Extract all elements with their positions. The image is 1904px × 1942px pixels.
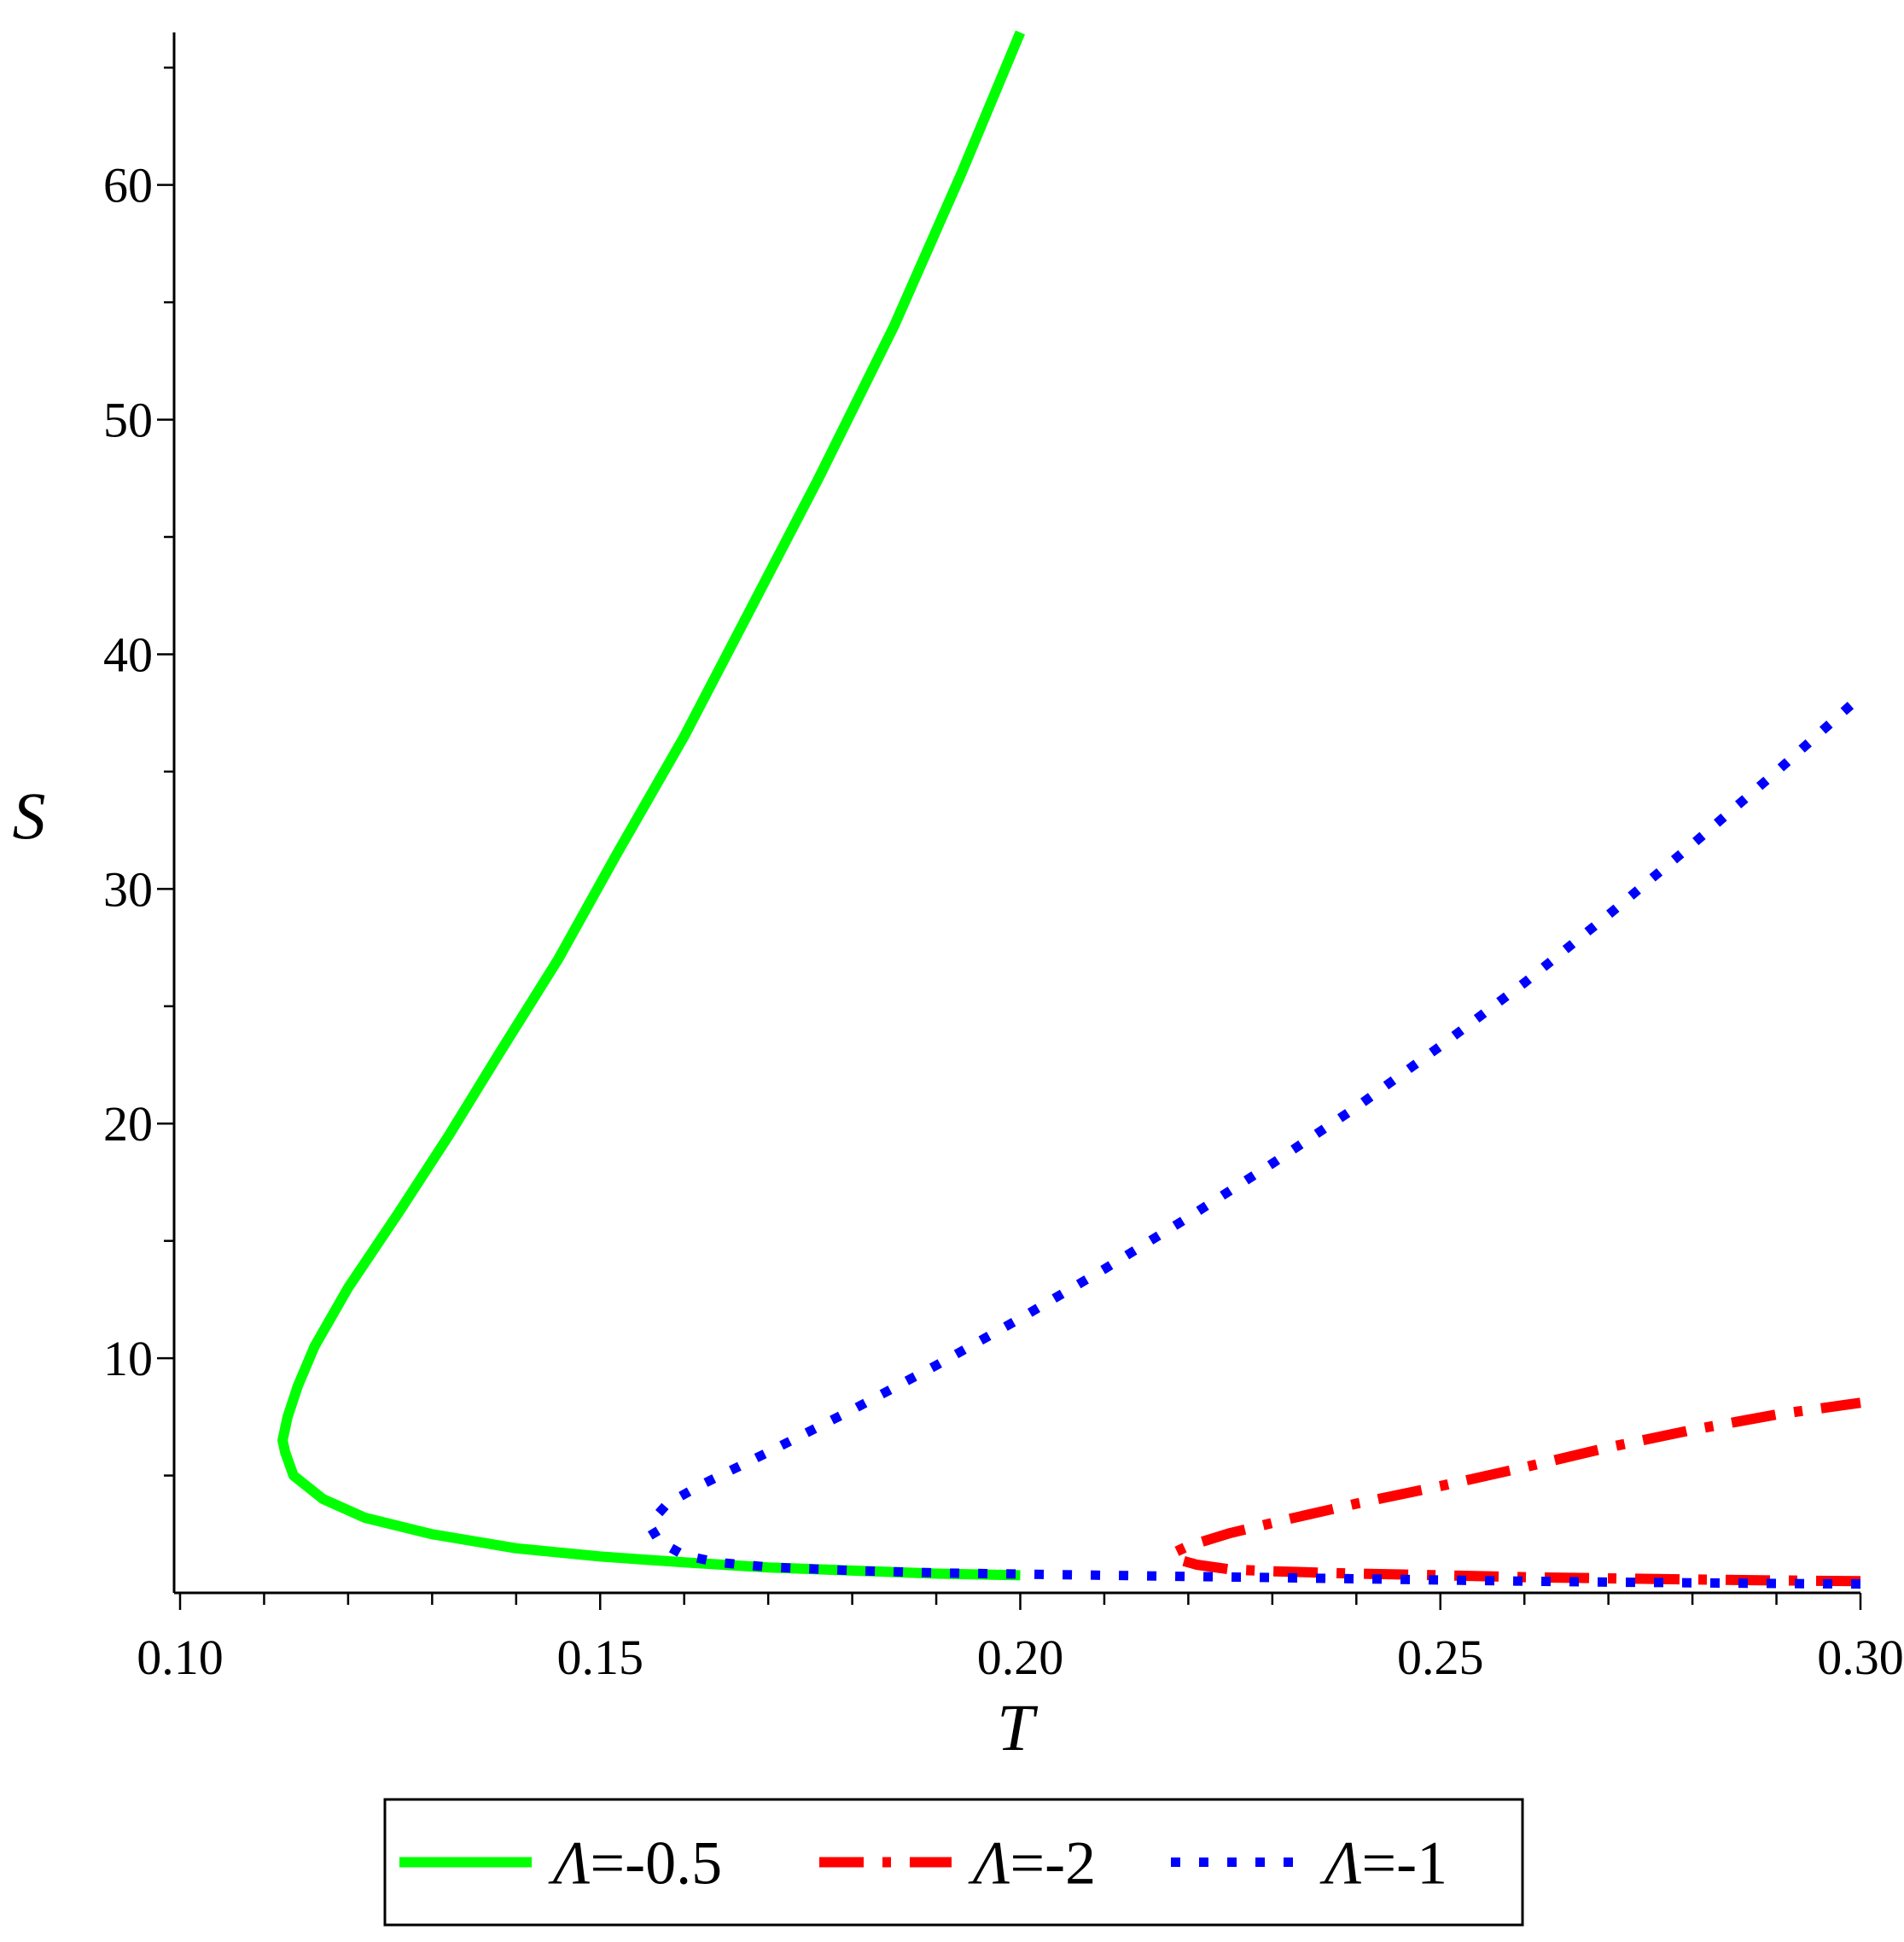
legend-value: =-0.5 [591,1829,723,1898]
legend-symbol: Λ [1319,1829,1362,1898]
x-tick-label: 0.30 [1817,1630,1904,1685]
legend-value: =-1 [1362,1829,1448,1898]
x-tick-label: 0.15 [557,1630,644,1685]
legend-symbol: Λ [968,1829,1010,1898]
legend-value: =-2 [1010,1829,1097,1898]
y-tick-label: 60 [103,158,153,213]
x-ticks: 0.10 0.15 0.20 0.25 0.30 [137,1593,1904,1685]
y-tick-label: 20 [103,1096,153,1152]
legend-symbol: Λ [548,1829,591,1898]
axes-layer: 0.10 0.15 0.20 0.25 0.30 10 20 30 40 50 60 [103,32,1904,1685]
legend-item: Λ=-2 [819,1829,1096,1898]
y-axis-title: S [13,779,46,853]
legend-box [383,1798,1524,1927]
legend-item: Λ=-1 [1171,1829,1447,1898]
x-tick-label: 0.25 [1397,1630,1484,1685]
legend: Λ=-0.5 Λ=-2 Λ=-1 [383,1798,1524,1927]
legend-label: Λ=-2 [968,1829,1096,1898]
legend-label: Λ=-1 [1319,1829,1447,1898]
x-tick-label: 0.10 [137,1630,224,1685]
series-line-2 [1167,1397,1861,1587]
legend-item: Λ=-0.5 [399,1829,722,1898]
series-layer [277,30,1864,1589]
x-tick-label: 0.20 [977,1630,1064,1685]
y-tick-label: 30 [103,861,153,917]
y-tick-label: 50 [103,393,153,448]
x-axis-title: T [997,1690,1038,1764]
y-tick-label: 10 [103,1331,153,1386]
y-tick-label: 40 [103,627,153,682]
series-line-1 [277,30,1026,1581]
y-ticks: 10 20 30 40 50 60 [103,66,174,1477]
series-line-3 [645,692,1864,1589]
legend-items: Λ=-0.5 Λ=-2 Λ=-1 [399,1829,1447,1898]
legend-label: Λ=-0.5 [548,1829,722,1898]
